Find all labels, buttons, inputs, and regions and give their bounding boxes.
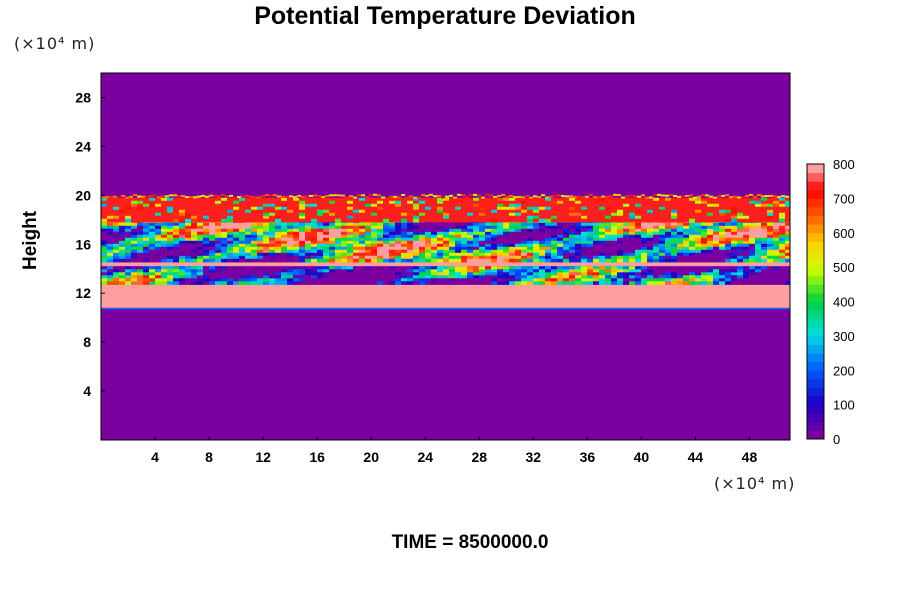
x-tick-label: 48	[742, 449, 758, 465]
colorbar-cell	[807, 335, 824, 345]
band-lower-uniform	[101, 283, 790, 308]
y-tick-label: 4	[83, 383, 91, 399]
turbulence-texture	[101, 193, 790, 310]
colorbar-cell	[807, 318, 824, 328]
colorbar-cell	[807, 224, 824, 234]
colorbar-tick-label: 600	[833, 226, 855, 241]
colorbar-cell	[807, 172, 824, 182]
x-tick-label: 24	[417, 449, 433, 465]
colorbar-cell	[807, 258, 824, 268]
x-tick-label: 16	[309, 449, 325, 465]
x-axis: 4 8 12 16 20 24 28 32 36 40 44 48	[151, 436, 757, 465]
x-tick-label: 40	[634, 449, 650, 465]
y-axis-unit: (×10⁴ m)	[14, 34, 96, 53]
colorbar-cell	[807, 198, 824, 208]
colorbar-tick-label: 100	[833, 398, 855, 413]
colorbar-tick-label: 400	[833, 295, 855, 310]
colorbar-cell	[807, 413, 824, 423]
y-tick-label: 12	[75, 285, 91, 301]
colorbar-cell	[807, 232, 824, 242]
colorbar-cell	[807, 387, 824, 397]
colorbar-cell	[807, 275, 824, 285]
heatmap-field	[101, 73, 790, 440]
colorbar-cell	[807, 284, 824, 294]
band-below	[101, 307, 790, 440]
colorbar-tick-label: 500	[833, 260, 855, 275]
colorbar-cell	[807, 370, 824, 380]
colorbar-cell	[807, 396, 824, 406]
colorbar-cell	[807, 310, 824, 320]
colorbar: 0 100 200 300 400 500 600 700 800	[806, 157, 855, 447]
time-label: TIME = 8500000.0	[391, 532, 549, 553]
colorbar-cell	[807, 181, 824, 191]
colorbar-cell	[807, 430, 824, 440]
x-tick-label: 20	[363, 449, 379, 465]
colorbar-cell	[807, 378, 824, 388]
band-mid-uniform	[101, 258, 790, 267]
colorbar-cell	[807, 292, 824, 302]
colorbar-tick-label: 0	[833, 432, 840, 447]
colorbar-cell	[807, 301, 824, 311]
colorbar-tick-label: 700	[833, 191, 855, 206]
y-tick-label: 28	[75, 89, 91, 105]
colorbar-tick-label: 200	[833, 363, 855, 378]
x-tick-label: 32	[526, 449, 542, 465]
y-axis: 4 8 12 16 20 24 28	[75, 89, 105, 399]
x-tick-label: 12	[255, 449, 271, 465]
plot-frame	[100, 72, 791, 441]
y-tick-label: 24	[75, 138, 91, 154]
x-tick-label: 4	[151, 449, 159, 465]
colorbar-cell	[807, 267, 824, 277]
colorbar-cell	[807, 249, 824, 260]
y-tick-label: 8	[83, 334, 91, 350]
colorbar-tick-label: 300	[833, 329, 855, 344]
colorbar-frame	[806, 163, 825, 440]
colorbar-cell	[807, 189, 824, 199]
band-above	[101, 73, 790, 198]
x-tick-label: 44	[688, 449, 704, 465]
colorbar-cell	[807, 421, 824, 431]
y-tick-label: 20	[75, 187, 91, 203]
colorbar-cell	[807, 361, 824, 371]
colorbar-cell	[807, 206, 824, 217]
colorbar-cell	[807, 404, 824, 414]
x-axis-unit: (×10⁴ m)	[714, 474, 796, 493]
y-tick-label: 16	[75, 236, 91, 252]
x-tick-label: 28	[471, 449, 487, 465]
colorbar-cell	[807, 327, 824, 337]
colorbar-cell	[807, 353, 824, 363]
colorbar-tick-label: 800	[833, 157, 855, 172]
colorbar-cell	[807, 344, 824, 354]
x-tick-label: 36	[580, 449, 596, 465]
colorbar-cell	[807, 215, 824, 225]
x-tick-label: 8	[205, 449, 213, 465]
colorbar-cell	[807, 241, 824, 251]
chart-title: Potential Temperature Deviation	[254, 2, 636, 30]
colorbar-cell	[807, 164, 824, 174]
